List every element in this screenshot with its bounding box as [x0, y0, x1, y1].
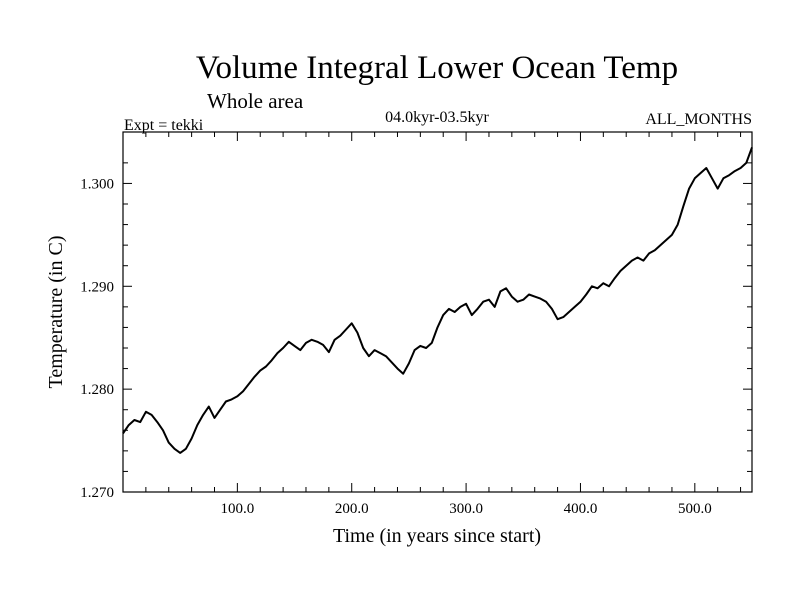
series-group	[122, 147, 753, 454]
series-line	[122, 147, 753, 454]
x-tick-label: 100.0	[220, 501, 254, 517]
y-axis: 1.270 1.280 1.290 1.300	[80, 162, 752, 501]
y-tick-label: 1.270	[80, 485, 114, 501]
x-tick-label: 500.0	[678, 501, 712, 517]
months-label: ALL_MONTHS	[645, 111, 752, 128]
experiment-label: Expt = tekki	[124, 117, 204, 134]
x-axis-label: Time (in years since start)	[333, 525, 541, 547]
x-tick-label: 300.0	[449, 501, 483, 517]
x-axis: 100.0 200.0 300.0 400.0 500.0	[145, 132, 742, 517]
plot-frame	[122, 131, 753, 493]
period-label: 04.0kyr-03.5kyr	[385, 109, 489, 126]
x-tick-label: 400.0	[564, 501, 598, 517]
chart-subtitle: Whole area	[207, 89, 304, 113]
x-tick-label: 200.0	[335, 501, 369, 517]
y-tick-label: 1.290	[80, 279, 114, 295]
y-axis-label: Temperature (in C)	[45, 236, 67, 389]
chart-title: Volume Integral Lower Ocean Temp	[196, 50, 678, 86]
y-tick-label: 1.300	[80, 176, 114, 192]
y-tick-label: 1.280	[80, 382, 114, 398]
